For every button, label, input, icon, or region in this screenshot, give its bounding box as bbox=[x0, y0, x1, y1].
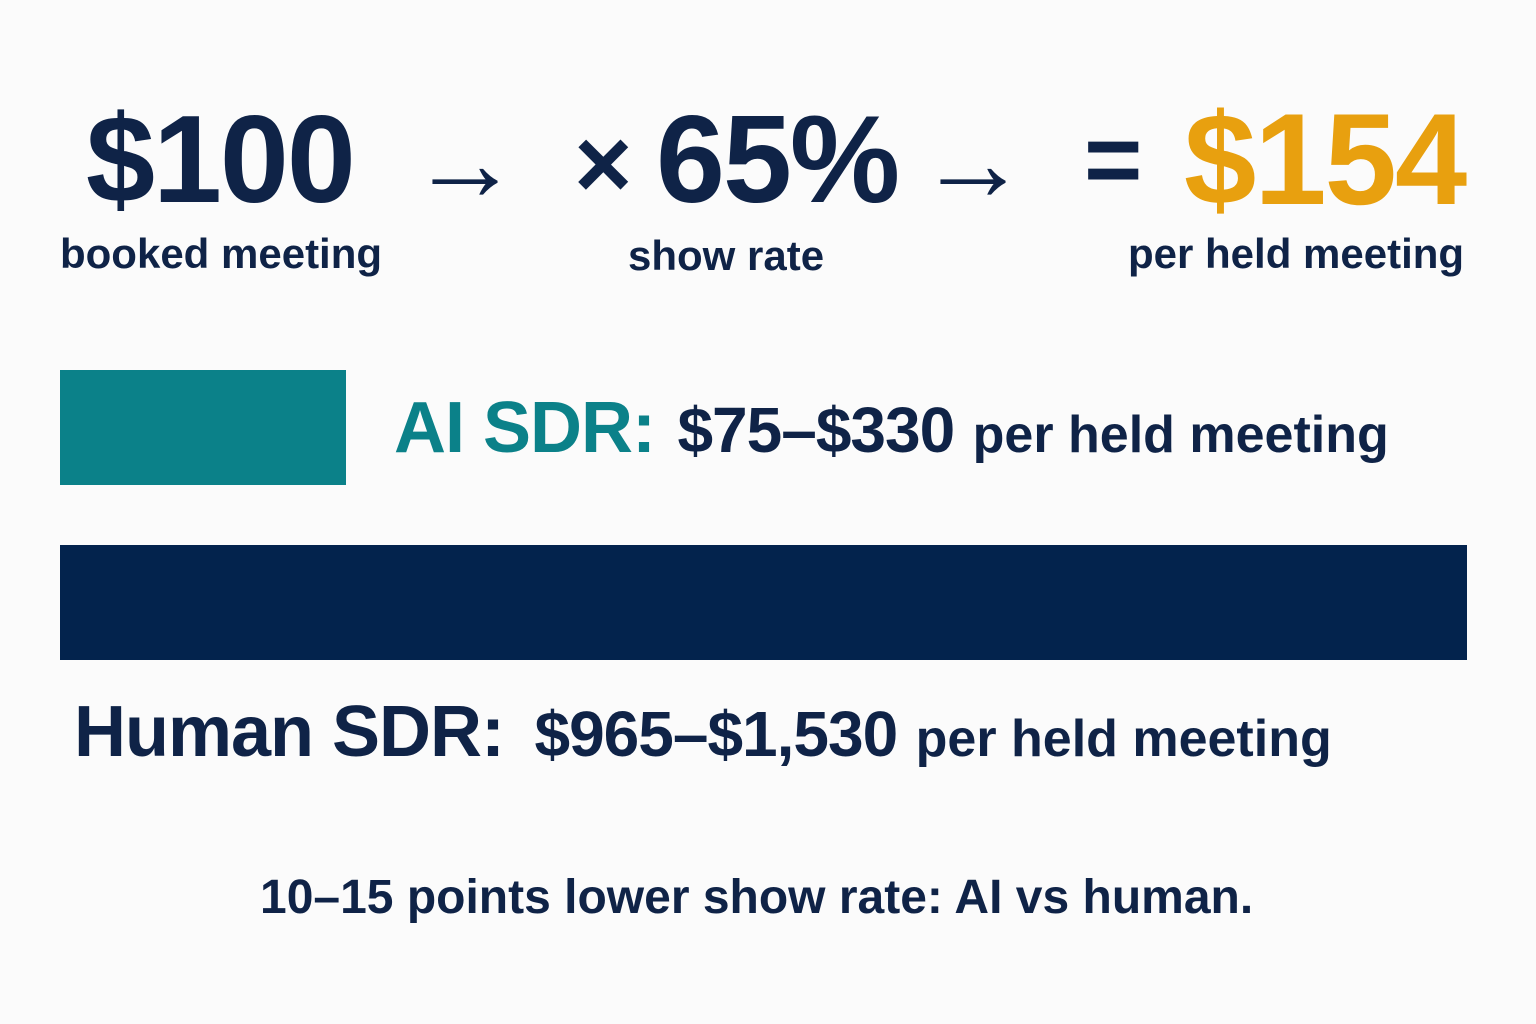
show-rate-label: show rate bbox=[628, 232, 825, 279]
human-sdr-bar bbox=[60, 545, 1467, 660]
result-value: $154 bbox=[1184, 86, 1467, 232]
ai-sdr-unit: per held meeting bbox=[972, 406, 1389, 464]
ai-sdr-bar bbox=[60, 370, 346, 485]
human-sdr-label: Human SDR: bbox=[74, 692, 505, 772]
ai-sdr-range: $75–$330 bbox=[677, 394, 955, 466]
result-label: per held meeting bbox=[1128, 230, 1465, 277]
ai-sdr-label: AI SDR: bbox=[394, 388, 656, 468]
human-sdr-range: $965–$1,530 bbox=[534, 698, 898, 770]
arrow-right-icon: → bbox=[918, 101, 1028, 224]
arrow-right-icon: → bbox=[410, 101, 520, 224]
show-rate-value: 65% bbox=[656, 91, 900, 229]
booked-value: $100 bbox=[86, 91, 356, 229]
booked-label: booked meeting bbox=[60, 230, 383, 277]
equals-icon: = bbox=[1084, 104, 1143, 216]
human-sdr-label-row: Human SDR: $965–$1,530 per held meeting bbox=[74, 696, 1332, 768]
ai-sdr-label-row: AI SDR: $75–$330 per held meeting bbox=[394, 392, 1389, 464]
multiply-icon: × bbox=[574, 108, 633, 220]
human-sdr-unit: per held meeting bbox=[915, 710, 1332, 768]
footnote: 10–15 points lower show rate: AI vs huma… bbox=[260, 871, 1254, 924]
